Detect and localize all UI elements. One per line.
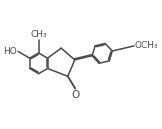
Text: HO: HO [3,47,17,56]
Text: OCH₃: OCH₃ [135,41,159,50]
Text: O: O [71,90,80,100]
Text: CH₃: CH₃ [30,30,47,39]
